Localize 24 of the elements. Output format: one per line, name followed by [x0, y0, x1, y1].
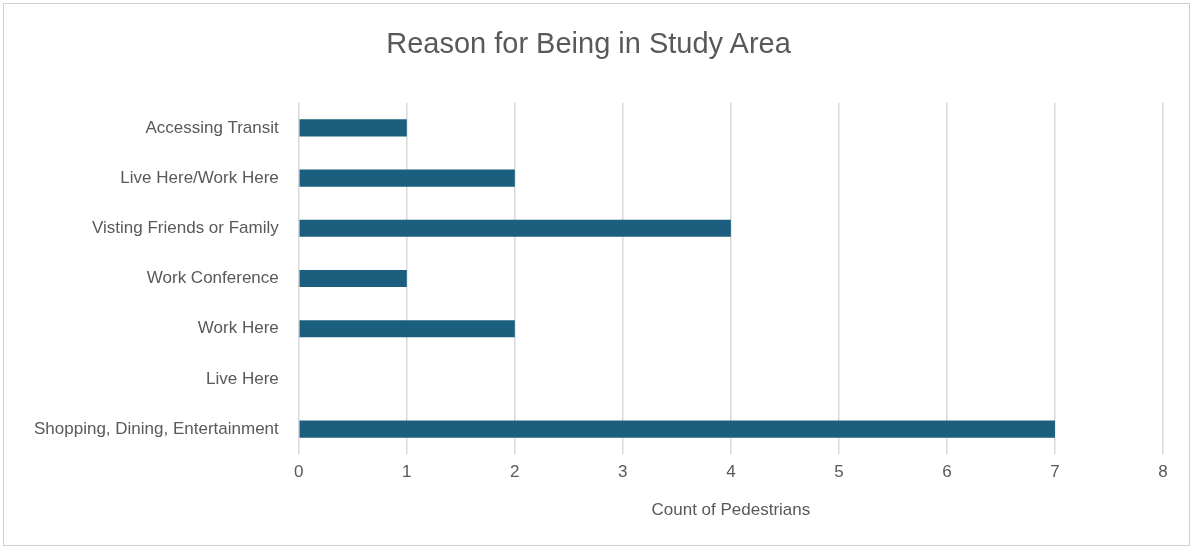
y-tick-label: Work Conference — [146, 268, 279, 288]
x-tick-label: 4 — [726, 462, 736, 482]
y-tick-label: Live Here/Work Here — [120, 167, 279, 187]
bar — [299, 119, 407, 137]
y-tick-label: Work Here — [197, 318, 279, 338]
x-tick-label: 2 — [510, 462, 520, 482]
chart-title: Reason for Being in Study Area — [386, 27, 792, 60]
x-tick-label: 8 — [1158, 462, 1168, 482]
bar — [299, 219, 731, 237]
y-tick-label: Live Here — [206, 368, 279, 388]
x-tick-label: 1 — [402, 462, 412, 482]
y-tick-label: Visting Friends or Family — [92, 217, 280, 237]
y-tick-label: Shopping, Dining, Entertainment — [34, 418, 280, 438]
y-tick-label: Accessing Transit — [145, 117, 280, 137]
bar — [299, 269, 407, 288]
x-tick-label: 0 — [294, 462, 304, 482]
bar — [299, 320, 515, 338]
bar — [299, 169, 515, 187]
x-tick-label: 6 — [942, 462, 952, 482]
x-axis-title: Count of Pedestrians — [651, 500, 811, 520]
x-tick-label: 3 — [618, 462, 628, 482]
x-tick-label: 7 — [1050, 462, 1060, 482]
x-tick-label: 5 — [834, 462, 844, 482]
bar — [299, 420, 1055, 438]
